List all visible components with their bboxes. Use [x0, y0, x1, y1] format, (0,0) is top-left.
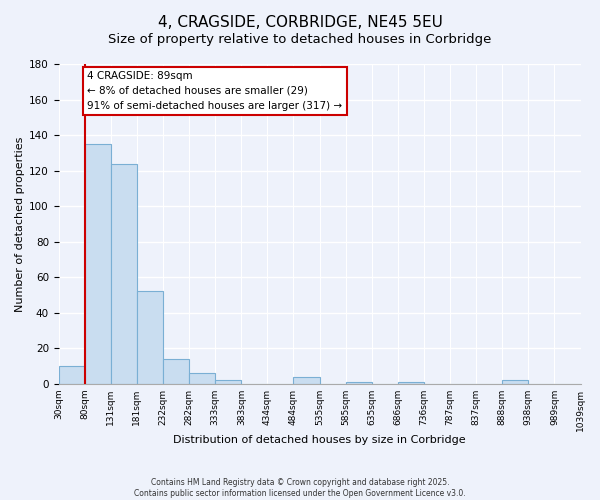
Text: Size of property relative to detached houses in Corbridge: Size of property relative to detached ho…	[109, 32, 491, 46]
Bar	[85, 144, 111, 384]
Bar	[163, 359, 189, 384]
Text: 4, CRAGSIDE, CORBRIDGE, NE45 5EU: 4, CRAGSIDE, CORBRIDGE, NE45 5EU	[158, 15, 442, 30]
Bar	[502, 380, 529, 384]
Bar	[293, 376, 320, 384]
Bar	[59, 366, 85, 384]
Bar	[346, 382, 372, 384]
X-axis label: Distribution of detached houses by size in Corbridge: Distribution of detached houses by size …	[173, 435, 466, 445]
Bar	[398, 382, 424, 384]
Bar	[137, 292, 163, 384]
Bar	[215, 380, 241, 384]
Bar	[111, 164, 137, 384]
Y-axis label: Number of detached properties: Number of detached properties	[15, 136, 25, 312]
Text: Contains HM Land Registry data © Crown copyright and database right 2025.
Contai: Contains HM Land Registry data © Crown c…	[134, 478, 466, 498]
Bar	[189, 373, 215, 384]
Text: 4 CRAGSIDE: 89sqm
← 8% of detached houses are smaller (29)
91% of semi-detached : 4 CRAGSIDE: 89sqm ← 8% of detached house…	[88, 71, 343, 110]
